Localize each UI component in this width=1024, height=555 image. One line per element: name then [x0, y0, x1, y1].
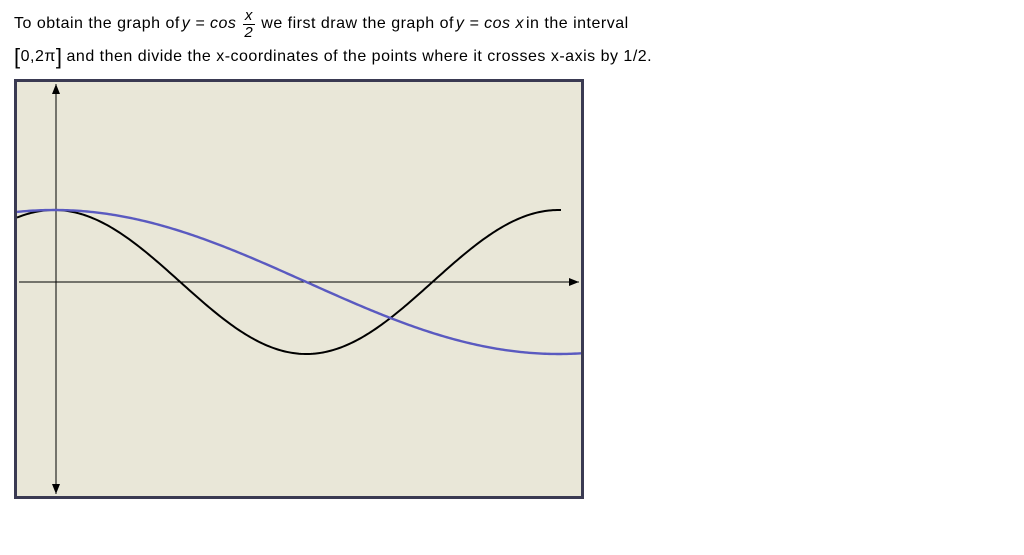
text-segment: we first draw the graph of — [261, 10, 454, 39]
explanation-text: To obtain the graph of y = cos x 2 we fi… — [14, 8, 1010, 71]
page-root: To obtain the graph of y = cos x 2 we fi… — [0, 0, 1024, 507]
text-segment: and then divide the x-coordinates of the… — [67, 43, 653, 72]
left-bracket-icon: [ — [14, 46, 21, 68]
text-segment: To obtain the graph of — [14, 10, 180, 39]
chart-container — [14, 79, 1010, 499]
fraction-numerator: x — [243, 8, 255, 25]
interval-bracket: [ 0,2π ] — [14, 43, 63, 72]
fraction-x-over-2: x 2 — [242, 8, 255, 41]
equation-1-lhs: y = cos — [180, 10, 239, 39]
fraction-denominator: 2 — [242, 25, 255, 41]
explanation-line-2: [ 0,2π ] and then divide the x-coordinat… — [14, 43, 1010, 72]
interval-content: 0,2π — [21, 43, 56, 72]
cosine-chart — [14, 79, 584, 499]
explanation-line-1: To obtain the graph of y = cos x 2 we fi… — [14, 8, 1010, 41]
equation-2: y = cos x — [454, 10, 526, 39]
chart-background — [14, 79, 584, 499]
text-segment: in the interval — [526, 10, 629, 39]
right-bracket-icon: ] — [56, 46, 63, 68]
